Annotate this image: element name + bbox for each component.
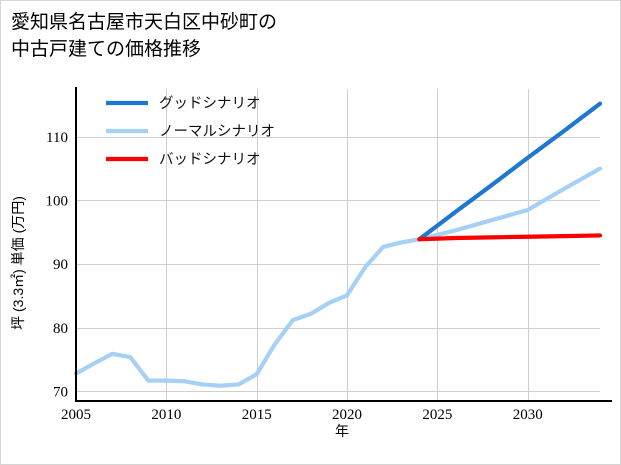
axis-lines bbox=[74, 87, 612, 403]
y-axis-title: 坪 (3.3㎡) 単価 (万円) bbox=[10, 196, 26, 330]
y-axis-tick-labels: 70 80 90 100 110 bbox=[46, 130, 69, 401]
y-tick-label: 100 bbox=[46, 193, 69, 209]
legend-label-good: グッドシナリオ bbox=[159, 95, 261, 112]
legend-label-normal: ノーマルシナリオ bbox=[159, 124, 275, 140]
x-tick-label: 2005 bbox=[61, 407, 91, 423]
y-tick-label: 90 bbox=[53, 257, 68, 273]
series-line bbox=[417, 101, 603, 242]
x-tick-label: 2020 bbox=[332, 407, 362, 423]
x-tick-label: 2010 bbox=[151, 407, 181, 423]
chart-title: 愛知県名古屋市天白区中砂町の 中古戸建ての価格推移 bbox=[11, 12, 278, 60]
y-tick-label: 70 bbox=[53, 384, 68, 400]
x-axis-title: 年 bbox=[335, 423, 349, 439]
y-tick-label: 110 bbox=[46, 130, 68, 146]
series-line bbox=[73, 166, 603, 388]
x-tick-label: 2015 bbox=[242, 407, 272, 423]
y-tick-label: 80 bbox=[53, 321, 68, 337]
legend-label-bad: バッドシナリオ bbox=[159, 152, 261, 168]
gridlines bbox=[76, 89, 600, 401]
series-line bbox=[417, 233, 603, 242]
x-tick-label: 2030 bbox=[513, 407, 543, 423]
x-tick-label: 2025 bbox=[422, 407, 452, 423]
x-axis-tick-labels: 2005 2010 2015 2020 2025 2030 bbox=[61, 407, 543, 423]
data-series-layer bbox=[73, 101, 603, 388]
